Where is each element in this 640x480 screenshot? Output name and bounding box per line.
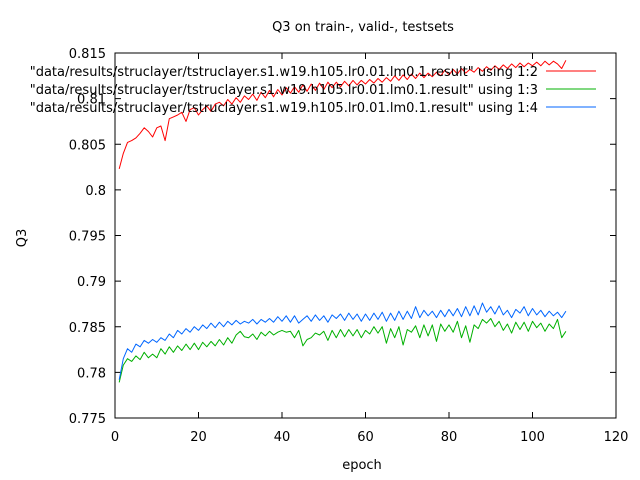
y-tick-label: 0.795 [69,230,106,245]
series-line-3 [118,302,567,380]
x-tick-label: 40 [274,430,291,445]
y-tick-label: 0.775 [69,412,106,427]
legend-label-3: "data/results/struclayer/tstruclayer.s1.… [30,101,538,116]
x-axis-title: epoch [342,458,382,473]
y-tick-label: 0.805 [69,138,106,153]
series-line-2 [118,318,567,383]
x-tick-label: 80 [441,430,458,445]
y-tick-label: 0.8 [85,184,106,199]
y-tick-label: 0.815 [69,47,106,62]
axes: 0 20 40 60 80 100 120 0.775 0.78 0.785 0.79 0.795 0.… [69,47,629,445]
y-tick-label: 0.81 [77,93,106,108]
series-line-1 [118,60,567,170]
x-tick-label: 60 [357,430,374,445]
x-tick-label: 20 [190,430,207,445]
x-tick-label: 100 [520,430,545,445]
legend-label-2: "data/results/struclayer/tstruclayer.s1.… [30,83,538,98]
legend: "data/results/struclayer/tstruclayer.s1.… [30,65,596,116]
y-tick-label: 0.79 [77,275,106,290]
series-layer [118,60,567,383]
legend-label-1: "data/results/struclayer/tstruclayer.s1.… [30,65,538,80]
chart-title: Q3 on train-, valid-, testsets [272,20,454,35]
x-tick-label: 0 [111,430,119,445]
x-tick-label: 120 [604,430,629,445]
y-tick-label: 0.785 [69,321,106,336]
y-axis-title: Q3 [15,229,30,248]
y-tick-label: 0.78 [77,366,106,381]
